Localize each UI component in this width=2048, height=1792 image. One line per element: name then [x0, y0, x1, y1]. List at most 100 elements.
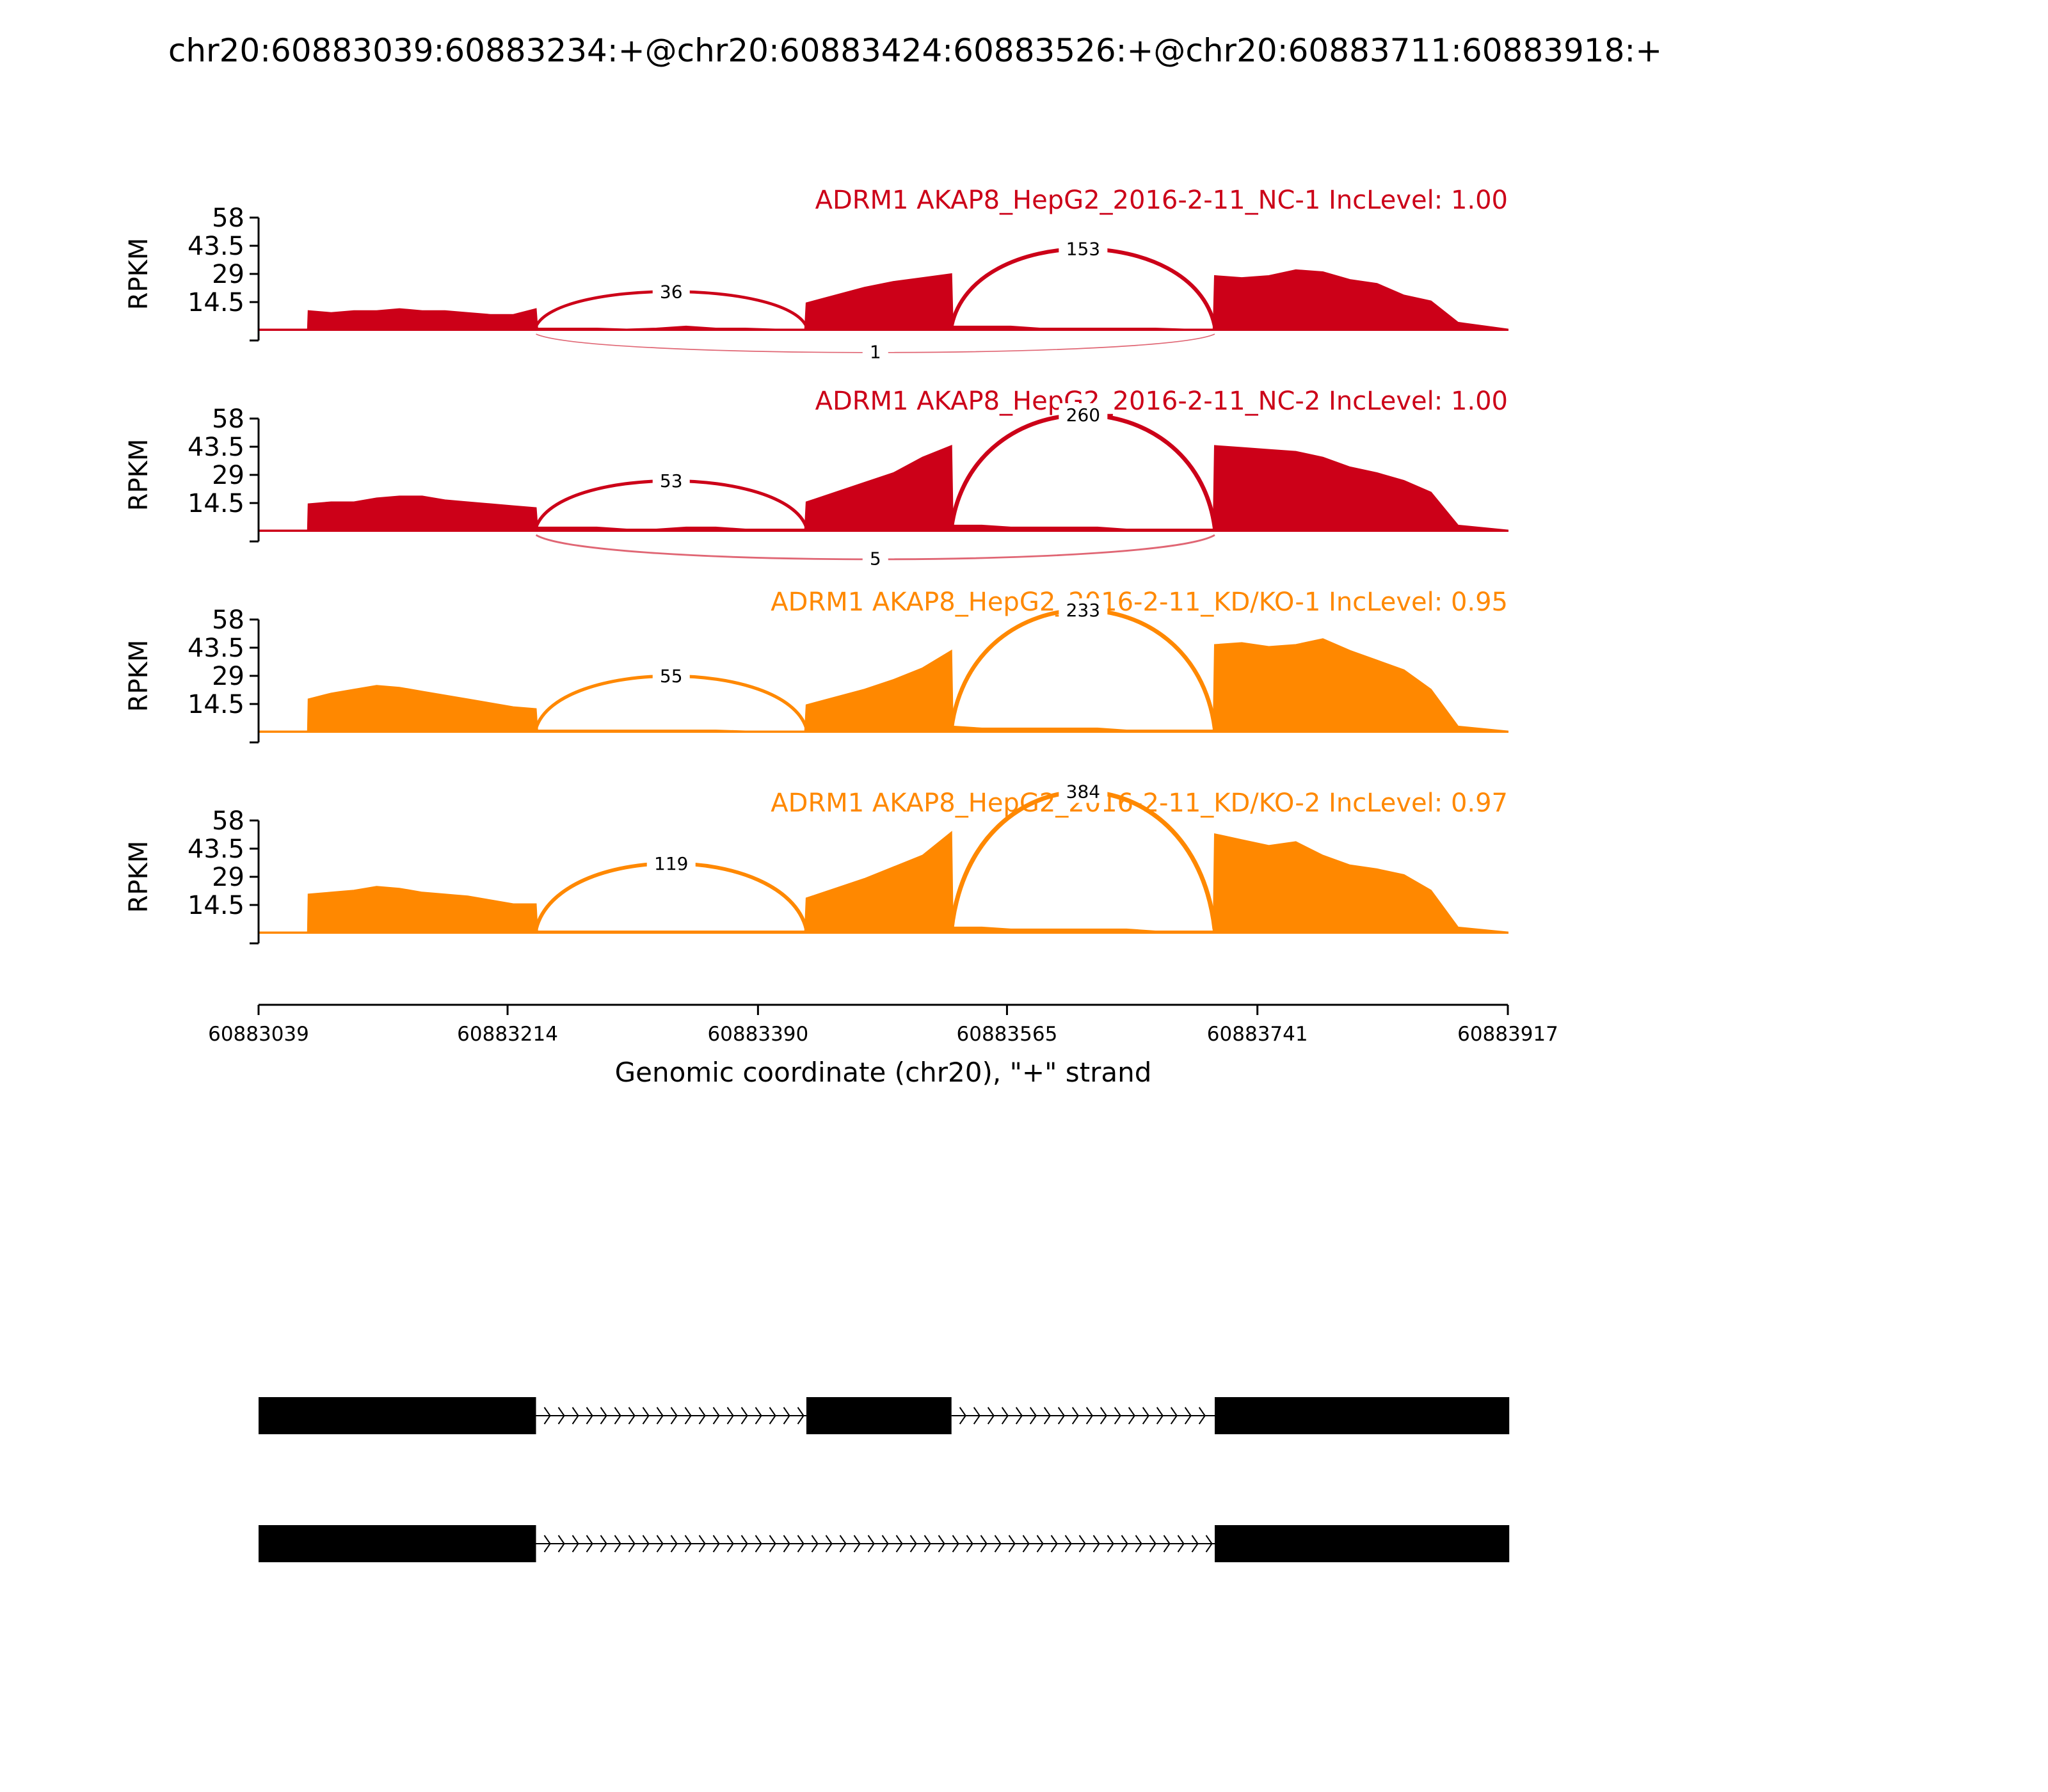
strand-arrow-icon: [614, 1535, 621, 1553]
strand-arrow-icon: [1163, 1535, 1171, 1553]
strand-arrow-icon: [586, 1535, 593, 1553]
strand-arrow-icon: [1029, 1407, 1037, 1425]
strand-arrow-icon: [712, 1535, 720, 1553]
strand-arrow-icon: [586, 1407, 593, 1425]
strand-arrow-icon: [628, 1407, 636, 1425]
exon-block: [259, 1397, 536, 1434]
coverage-area: [258, 269, 1508, 331]
strand-arrow-icon: [783, 1407, 790, 1425]
strand-arrow-icon: [1177, 1535, 1185, 1553]
strand-arrow-icon: [642, 1407, 650, 1425]
junction-label-bg: [1059, 403, 1108, 426]
strand-arrow-icon: [600, 1535, 607, 1553]
strand-arrow-icon: [614, 1407, 621, 1425]
strand-arrow-icon: [642, 1535, 650, 1553]
x-tick-label: 60883390: [707, 1023, 808, 1046]
junction-count-label: 260: [1066, 404, 1100, 426]
junction-label-bg: [862, 340, 888, 364]
strand-arrow-icon: [684, 1407, 692, 1425]
strand-arrow-icon: [670, 1407, 678, 1425]
strand-arrow-icon: [1198, 1407, 1206, 1425]
strand-arrow-icon: [909, 1535, 917, 1553]
junction-label-bg: [1059, 598, 1108, 621]
strand-arrow-icon: [755, 1407, 762, 1425]
strand-arrow-icon: [895, 1535, 903, 1553]
strand-arrow-icon: [881, 1535, 889, 1553]
strand-arrow-icon: [755, 1535, 762, 1553]
y-tick-label: 29: [212, 662, 244, 691]
strand-arrow-icon: [740, 1535, 748, 1553]
strand-arrow-icon: [543, 1535, 551, 1553]
strand-arrow-icon: [600, 1407, 607, 1425]
track-title: ADRM1 AKAP8_HepG2_2016-2-11_KD/KO-1 IncL…: [771, 588, 1508, 617]
strand-arrow-icon: [966, 1535, 973, 1553]
y-tick-label: 29: [212, 461, 244, 490]
strand-arrow-icon: [684, 1535, 692, 1553]
junction-label-bg: [1059, 237, 1108, 260]
x-axis: 60883039 60883214 60883390 60883565 60883741…: [208, 1004, 1558, 1088]
strand-arrow-icon: [867, 1535, 875, 1553]
strand-arrow-icon: [924, 1535, 931, 1553]
y-tick-label: 43.5: [188, 634, 244, 663]
y-tick-label: 43.5: [188, 835, 244, 864]
y-tick-label: 43.5: [188, 232, 244, 261]
junction-label-bg: [652, 280, 690, 303]
strand-arrow-icon: [1114, 1407, 1121, 1425]
strand-arrow-icon: [670, 1535, 678, 1553]
strand-arrow-icon: [1170, 1407, 1178, 1425]
strand-arrow-icon: [959, 1407, 966, 1425]
strand-arrow-icon: [1191, 1535, 1199, 1553]
strand-arrow-icon: [1184, 1407, 1192, 1425]
strand-arrow-icon: [572, 1407, 579, 1425]
y-tick-label: 58: [212, 806, 244, 836]
isoform-models: [259, 1397, 1510, 1562]
strand-arrow-icon: [557, 1535, 565, 1553]
strand-arrow-icon: [726, 1407, 734, 1425]
y-tick-label: 58: [212, 404, 244, 434]
y-tick-label: 14.5: [188, 489, 244, 518]
strand-arrow-icon: [938, 1535, 945, 1553]
x-tick-label: 60883039: [208, 1023, 309, 1046]
y-axis-label: RPKM: [124, 238, 154, 310]
junction-arc: [949, 246, 1217, 327]
coverage-area: [258, 445, 1508, 532]
strand-arrow-icon: [1001, 1407, 1009, 1425]
strand-arrow-icon: [1085, 1407, 1093, 1425]
strand-arrow-icon: [1128, 1407, 1135, 1425]
junction-label-bg: [652, 469, 690, 493]
y-tick-label: 58: [212, 204, 244, 233]
strand-arrow-icon: [1107, 1535, 1114, 1553]
strand-arrow-icon: [726, 1535, 734, 1553]
junction-count-label: 384: [1066, 781, 1100, 803]
strand-arrow-icon: [1036, 1535, 1044, 1553]
junction-arc: [949, 413, 1217, 528]
strand-arrow-icon: [783, 1535, 790, 1553]
strand-arrow-icon: [698, 1407, 706, 1425]
junction-count-label: 119: [654, 853, 688, 874]
junction-label-bg: [1059, 780, 1108, 803]
x-tick-label: 60883741: [1207, 1023, 1308, 1046]
strand-arrow-icon: [1043, 1407, 1051, 1425]
y-tick-label: 14.5: [188, 690, 244, 719]
y-tick-label: 14.5: [188, 891, 244, 920]
junction-label-bg: [646, 851, 696, 875]
strand-arrow-icon: [1015, 1407, 1023, 1425]
junction-count-label: 233: [1066, 600, 1100, 621]
strand-arrow-icon: [1135, 1535, 1142, 1553]
strand-arrow-icon: [656, 1407, 664, 1425]
junction-arc: [949, 608, 1217, 729]
strand-arrow-icon: [980, 1535, 988, 1553]
junction-count-label: 53: [660, 470, 683, 492]
strand-arrow-icon: [1149, 1535, 1156, 1553]
y-tick-label: 43.5: [188, 433, 244, 462]
strand-arrow-icon: [769, 1535, 776, 1553]
